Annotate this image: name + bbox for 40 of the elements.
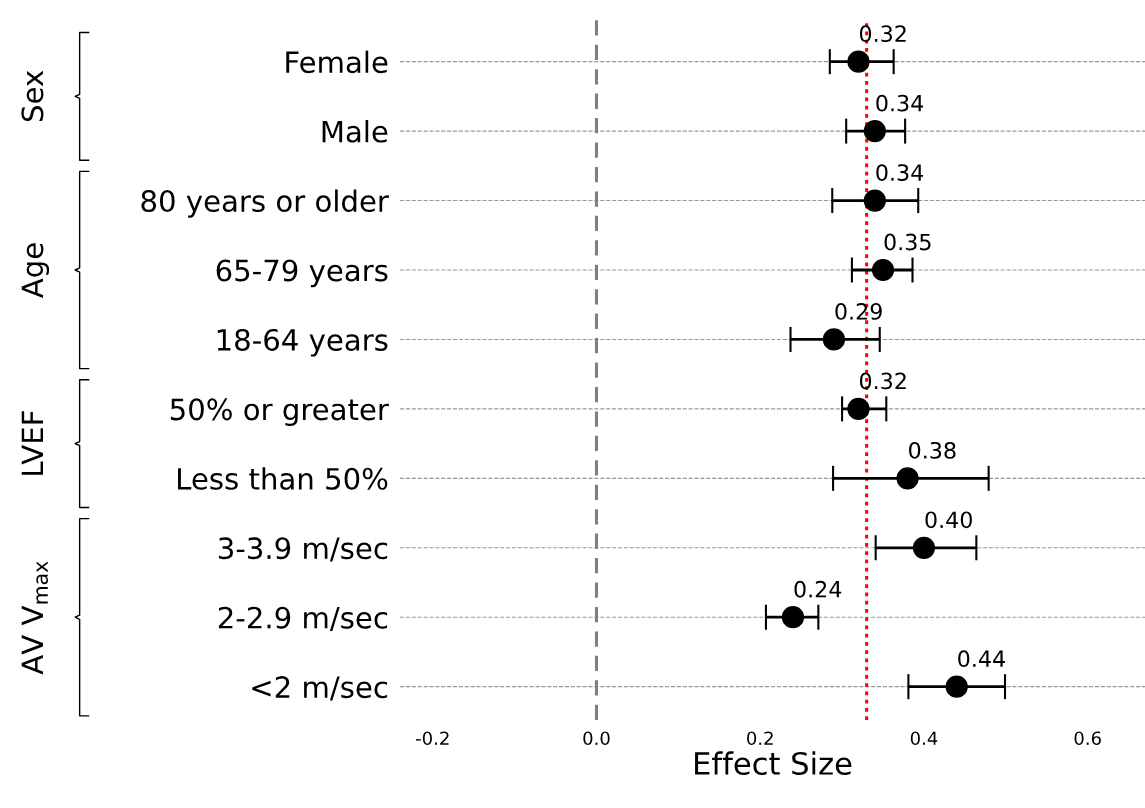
x-tick-label: -0.2: [416, 731, 449, 746]
y-tick-label: Male: [322, 120, 388, 143]
x-tick-label: 0.2: [747, 731, 773, 746]
data-label: 0.29: [835, 303, 882, 320]
data-label: 0.44: [958, 650, 1005, 668]
y-tick-label: 65-79 years: [216, 259, 388, 288]
y-tick-label: 80 years or older: [141, 189, 389, 218]
point: [822, 328, 846, 351]
y-tick-label: 50% or greater: [170, 398, 389, 427]
point: [945, 675, 968, 698]
x-tick-label: 0.0: [583, 731, 610, 746]
data-label: 0.40: [925, 511, 972, 529]
y-tick-label: Less than 50%: [178, 467, 388, 490]
text: Age: [21, 243, 50, 298]
point: [781, 606, 805, 629]
y-tick-label: 2-2.9 m/sec: [218, 606, 388, 632]
y-tick-label: 18-64 years: [217, 328, 388, 357]
data-label: 0.24: [794, 580, 842, 598]
data-label: 0.34: [876, 94, 924, 112]
point: [863, 189, 886, 212]
point: [863, 119, 886, 143]
x-tick-label: 0.4: [910, 731, 938, 746]
data-label: 0.35: [884, 233, 931, 251]
text: AV V$_{max}$: [21, 561, 49, 675]
point: [847, 50, 870, 73]
data-label: 0.38: [909, 441, 956, 459]
point: [871, 258, 895, 282]
text: Sex: [21, 70, 44, 122]
text: LVEF: [21, 411, 43, 475]
point: [896, 467, 919, 490]
x-axis-title: Effect Size: [695, 751, 852, 776]
point: [847, 397, 870, 421]
data-label: 0.32: [859, 25, 906, 43]
data-label: 0.32: [859, 372, 906, 390]
y-tick-label: 3-3.9 m/sec: [218, 537, 388, 562]
y-tick-label: Female: [286, 50, 388, 74]
data-label: 0.34: [876, 164, 924, 181]
point: [912, 536, 936, 559]
y-tick-label: <2 m/sec: [252, 676, 388, 701]
x-tick-label: 0.6: [1074, 731, 1101, 746]
